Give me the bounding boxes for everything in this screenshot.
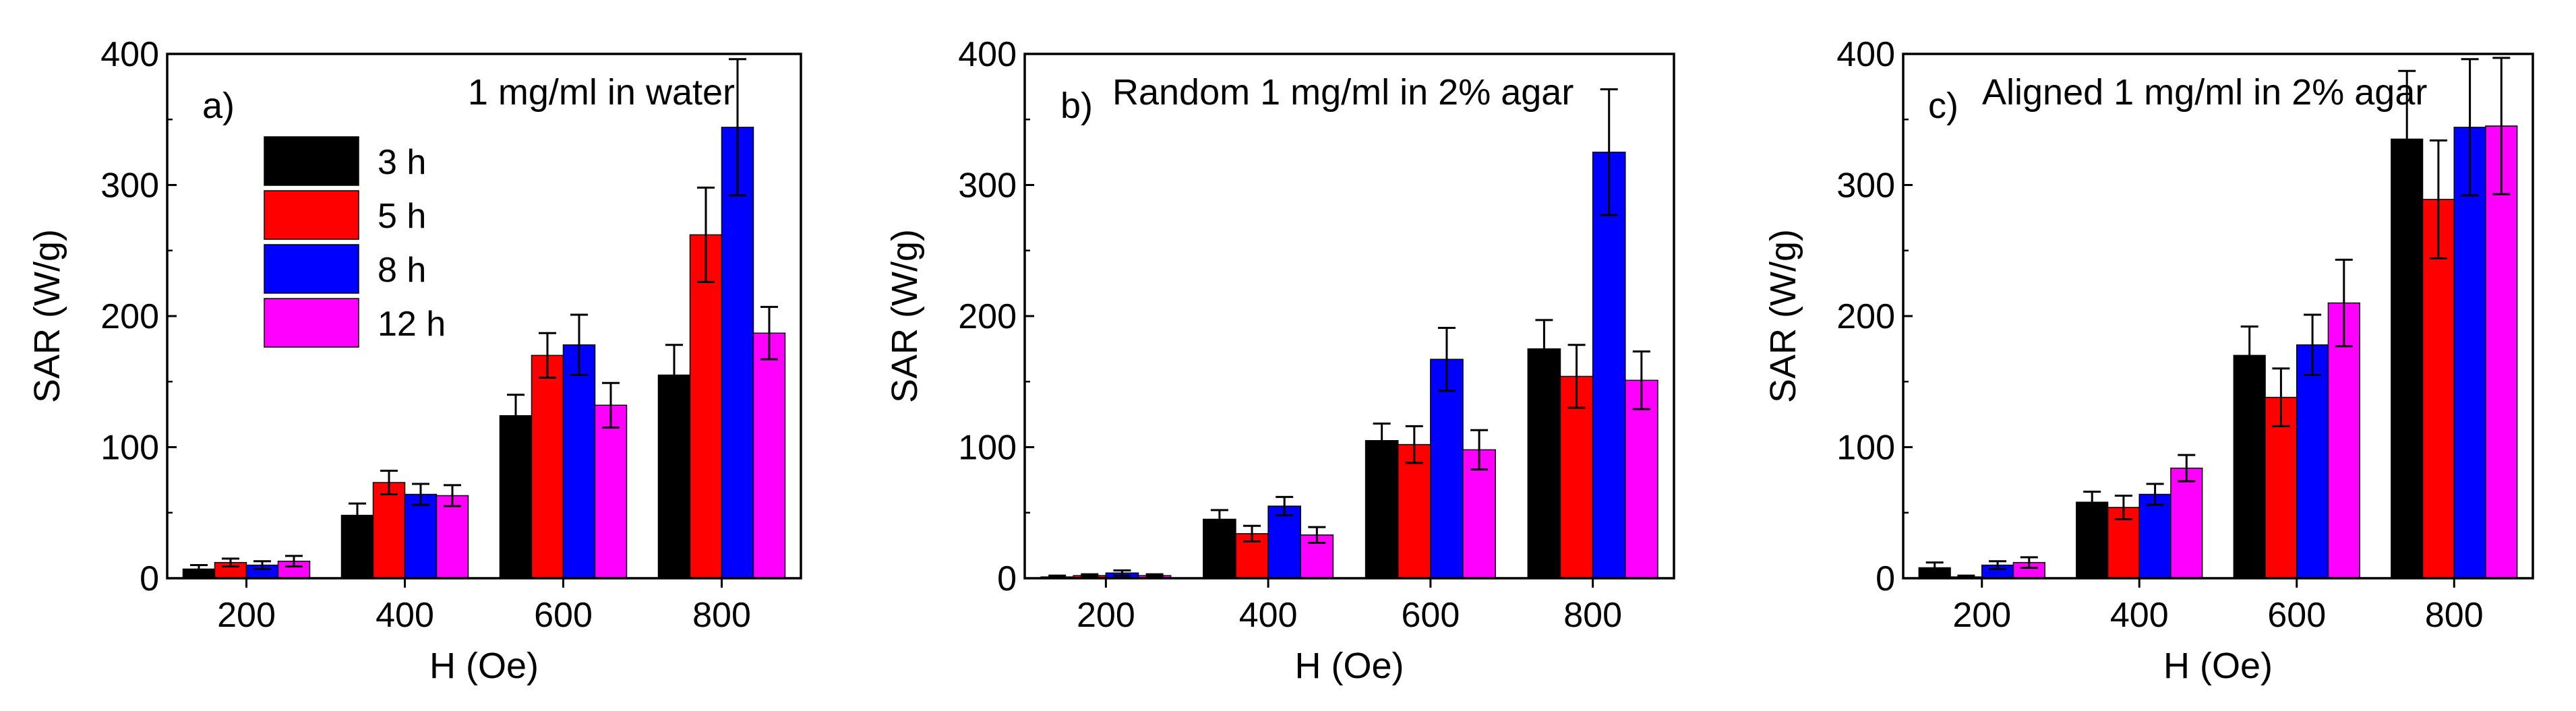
bar	[1625, 379, 1658, 579]
y-tick-label: 400	[1836, 35, 1895, 74]
bar	[2391, 138, 2424, 579]
bar	[2170, 467, 2203, 579]
bar	[531, 354, 564, 579]
x-tick-label: 800	[692, 596, 751, 635]
bar	[372, 482, 406, 579]
x-tick-label: 400	[1239, 596, 1298, 635]
chart-panel-b: 0 100 200 300 400 200 400 600 800 H (Oe) SAR (W/g)…	[885, 35, 1675, 686]
chart-panel-c: 0 100 200 300 400 200 400 600 800 H (Oe) SAR (W/g)…	[1763, 35, 2534, 686]
bar	[1527, 348, 1561, 579]
bar	[1267, 505, 1302, 579]
chart-panel-a: 0 100 200 300 400 200 400 600 800 H (Oe) SAR (W/g)…	[27, 35, 802, 686]
bar	[2422, 199, 2455, 579]
y-tick-label: 0	[140, 559, 159, 598]
x-axis-label: H (Oe)	[1295, 646, 1404, 686]
bar	[2327, 302, 2360, 579]
x-tick-label: 600	[1401, 596, 1460, 635]
x-tick-label: 200	[217, 596, 276, 635]
bar	[594, 404, 628, 579]
legend-swatch	[264, 244, 359, 294]
y-tick-label: 200	[958, 297, 1017, 336]
y-tick-label: 300	[100, 166, 159, 206]
bar	[1397, 443, 1431, 579]
x-tick-label: 200	[1952, 596, 2011, 635]
panel-label: a)	[202, 86, 235, 126]
y-axis-label: SAR (W/g)	[1763, 229, 1803, 403]
y-tick-label: 200	[100, 297, 159, 336]
bar	[689, 234, 723, 579]
x-tick-label: 400	[376, 596, 434, 635]
y-tick-label: 300	[958, 166, 1017, 206]
x-tick-label: 800	[1563, 596, 1622, 635]
legend-label: 5 h	[378, 197, 426, 236]
bar	[404, 493, 438, 579]
bar	[721, 127, 754, 579]
x-tick-label: 600	[534, 596, 593, 635]
x-tick-label: 600	[2267, 596, 2326, 635]
legend-swatch	[264, 298, 359, 348]
x-axis-label: H (Oe)	[2163, 646, 2273, 686]
legend-swatch	[264, 136, 359, 186]
y-tick-label: 300	[1836, 166, 1895, 206]
y-tick-label: 200	[1836, 297, 1895, 336]
bar	[2485, 125, 2518, 579]
chart-title: Random 1 mg/ml in 2% agar	[1112, 72, 1574, 113]
y-axis-label: SAR (W/g)	[27, 229, 67, 403]
x-axis-label: H (Oe)	[429, 646, 539, 686]
y-tick-label: 0	[1876, 559, 1895, 598]
chart-title: 1 mg/ml in water	[468, 72, 735, 113]
panel-label: b)	[1060, 86, 1093, 126]
bar	[2138, 493, 2171, 579]
legend-label: 12 h	[378, 305, 446, 344]
x-tick-label: 400	[2110, 596, 2169, 635]
y-tick-label: 100	[100, 429, 159, 468]
y-tick-label: 100	[1836, 429, 1895, 468]
y-tick-label: 400	[100, 35, 159, 74]
legend-label: 3 h	[378, 143, 426, 182]
y-axis-label: SAR (W/g)	[885, 229, 925, 403]
chart-title: Aligned 1 mg/ml in 2% agar	[1982, 72, 2427, 113]
bar	[1559, 375, 1594, 579]
bar	[752, 332, 786, 579]
panel-label: c)	[1928, 86, 1958, 126]
y-tick-label: 100	[958, 429, 1017, 468]
bar	[436, 495, 469, 579]
bar	[2296, 344, 2329, 579]
bar	[1430, 359, 1464, 579]
bar	[562, 344, 596, 579]
bar	[2233, 354, 2266, 579]
bar	[499, 415, 533, 579]
bar	[1365, 440, 1399, 579]
x-tick-label: 800	[2425, 596, 2484, 635]
y-tick-label: 0	[997, 559, 1017, 598]
legend-swatch	[264, 190, 359, 240]
legend-label: 8 h	[378, 251, 426, 290]
y-tick-label: 400	[958, 35, 1017, 74]
x-tick-label: 200	[1077, 596, 1135, 635]
